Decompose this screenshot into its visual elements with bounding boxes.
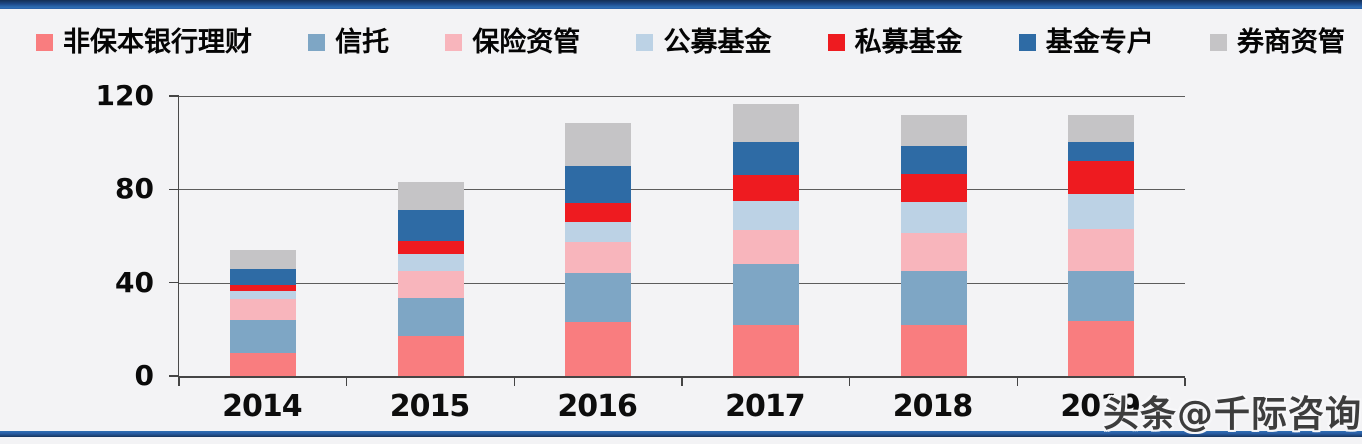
bar-segment: [229, 320, 296, 353]
bar-segment: [397, 297, 464, 337]
legend-swatch-icon: [1209, 33, 1227, 51]
bar-segment: [732, 141, 799, 176]
legend-label: 券商资管: [1236, 26, 1345, 58]
bar-segment: [732, 324, 799, 376]
legend-item-6: 券商资管: [1209, 26, 1345, 58]
legend-label: 保险资管: [472, 26, 581, 58]
bar-segment: [1068, 141, 1135, 162]
bar-segment: [229, 290, 296, 300]
x-axis-label: 2016: [557, 389, 638, 424]
x-axis-tick: [681, 378, 683, 386]
bar-2018: [900, 114, 967, 376]
bar-segment: [1068, 271, 1135, 322]
bar-segment: [1068, 194, 1135, 230]
legend-label: 私募基金: [854, 26, 963, 58]
gridline-40: [179, 282, 1185, 284]
x-axis-tick: [345, 378, 348, 386]
bar-segment: [229, 268, 296, 286]
bar-segment: [229, 299, 296, 321]
bar-segment: [565, 122, 632, 167]
bar-segment: [732, 104, 799, 142]
x-axis-label: 2015: [389, 389, 471, 424]
legend-label: 信托: [335, 26, 390, 58]
legend-swatch-icon: [636, 33, 654, 51]
bar-segment: [732, 201, 799, 231]
bar-segment: [900, 324, 967, 376]
bottom-border-bar: [0, 431, 1362, 437]
y-axis-tick: [169, 375, 179, 377]
bar-segment: [900, 146, 967, 175]
bar-segment: [397, 240, 464, 254]
legend-label: 基金专户: [1045, 26, 1154, 58]
bar-segment: [229, 250, 296, 269]
bar-2019: [1068, 114, 1135, 376]
bar-segment: [732, 230, 799, 265]
bar-2015: [397, 182, 464, 376]
legend-swatch-icon: [1018, 33, 1036, 51]
bar-2017: [732, 104, 799, 376]
legend-label: 非保本银行理财: [63, 26, 252, 58]
bar-segment: [565, 241, 632, 274]
bar-segment: [229, 285, 296, 291]
x-axis-label: 2018: [892, 389, 974, 424]
y-axis-tick: [169, 95, 179, 97]
bar-segment: [900, 271, 967, 325]
plot-area: [169, 95, 1186, 386]
bar-2014: [229, 250, 296, 376]
legend-item-0: 非保本银行理财: [36, 29, 252, 56]
x-axis-tick: [848, 378, 851, 386]
legend-item-1: 信托: [308, 29, 389, 56]
x-axis-tick: [513, 378, 516, 386]
bar-segment: [565, 222, 632, 242]
bar-segment: [229, 352, 296, 376]
bar-segment: [565, 203, 632, 223]
y-axis-tick: [169, 188, 179, 191]
x-axis-tick: [1184, 378, 1186, 386]
x-axis-label: 2019: [1060, 389, 1141, 424]
legend-swatch-icon: [827, 33, 845, 51]
legend-swatch-icon: [308, 33, 326, 51]
bar-segment: [1068, 321, 1135, 376]
legend-label: 公募基金: [663, 26, 772, 58]
gridline-80: [179, 189, 1185, 191]
y-axis-label: 120: [95, 79, 154, 112]
bar-segment: [1068, 229, 1135, 272]
legend-swatch-icon: [445, 33, 463, 51]
gridline-120: [179, 96, 1185, 97]
bar-segment: [732, 175, 799, 202]
y-axis-tick: [169, 281, 179, 284]
x-axis-label: 2017: [725, 389, 806, 424]
bar-segment: [1068, 114, 1135, 142]
y-axis-label: 0: [134, 359, 154, 392]
y-axis-label: 40: [115, 265, 154, 299]
watermark: 头条@千际咨询: [1102, 394, 1362, 435]
bar-segment: [397, 271, 464, 298]
bar-segment: [900, 114, 967, 147]
bar-segment: [1068, 161, 1135, 195]
legend-swatch-icon: [36, 33, 53, 51]
bar-segment: [397, 336, 464, 376]
bar-segment: [900, 174, 967, 203]
legend-item-4: 私募基金: [827, 26, 963, 58]
top-border-bar: [0, 0, 1362, 9]
legend-item-5: 基金专户: [1018, 26, 1154, 58]
bar-segment: [565, 166, 632, 204]
x-axis-tick: [178, 378, 180, 386]
legend-item-3: 公募基金: [636, 29, 771, 56]
bar-2016: [565, 122, 632, 376]
bar-segment: [397, 253, 464, 272]
y-axis-label: 80: [115, 172, 154, 206]
x-axis-label: 2014: [222, 389, 303, 424]
bar-segment: [900, 202, 967, 233]
legend-item-2: 保险资管: [445, 29, 580, 56]
bar-segment: [397, 182, 464, 211]
bar-segment: [565, 322, 632, 376]
bar-segment: [732, 264, 799, 325]
bar-segment: [565, 273, 632, 323]
bar-segment: [397, 210, 464, 241]
legend: 非保本银行理财 信托 保险资管 公募基金 私募基金 基金专户 券商资管: [36, 22, 1345, 62]
bar-segment: [900, 232, 967, 272]
x-axis-tick: [1016, 378, 1019, 386]
